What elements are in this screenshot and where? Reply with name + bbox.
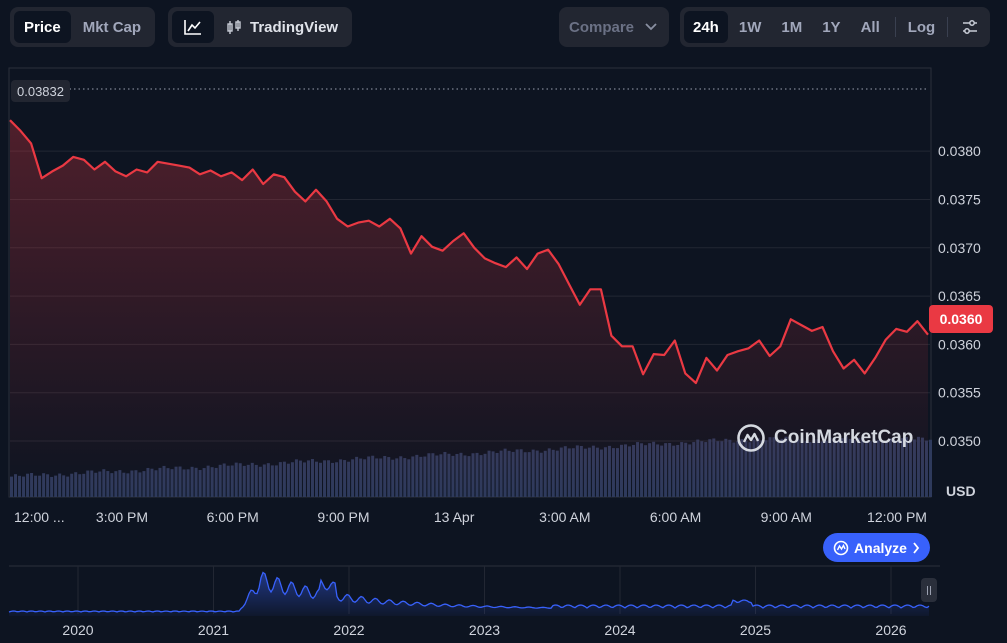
analyze-label: Analyze	[854, 539, 907, 556]
coinmarketcap-logo-icon	[737, 424, 765, 452]
y-tick-label: 0.0355	[938, 385, 981, 401]
range-1m[interactable]: 1M	[781, 18, 803, 36]
range-1w[interactable]: 1W	[738, 18, 762, 36]
settings-button[interactable]	[954, 11, 986, 43]
overview-x-axis: 2020 2021 2022 2023 2024 2025 2026	[62, 622, 906, 638]
overview-tick-label: 2022	[333, 622, 364, 638]
y-tick-label: 0.0370	[938, 240, 981, 256]
x-tick-label: 12:00 ...	[14, 509, 65, 525]
y-tick-label: 0.0360	[938, 336, 981, 352]
volume-bar	[929, 439, 932, 497]
overview-line	[8, 571, 930, 613]
x-tick-label: 6:00 AM	[650, 509, 701, 525]
line-chart-icon	[184, 20, 201, 35]
x-tick-label: 13 Apr	[434, 509, 475, 525]
overview-tick-label: 2020	[62, 622, 93, 638]
overview-tick-label: 2026	[875, 622, 906, 638]
start-price-tag: 0.03832	[11, 80, 70, 102]
chevron-down-icon	[645, 23, 657, 31]
overview-tick-label: 2023	[469, 622, 500, 638]
price-line	[9, 119, 929, 385]
overview-tick-label: 2024	[604, 622, 635, 638]
x-tick-label: 3:00 PM	[96, 509, 148, 525]
range-toggle: 24h 1W 1M 1Y All Log	[680, 7, 991, 47]
divider	[947, 17, 949, 37]
x-tick-label: 9:00 PM	[317, 509, 369, 525]
x-tick-label: 3:00 AM	[539, 509, 590, 525]
compare-dropdown[interactable]: Compare	[559, 7, 669, 47]
tab-price[interactable]: Price	[14, 11, 71, 43]
price-area	[10, 120, 928, 497]
y-tick-label: 0.0350	[938, 433, 981, 449]
y-tick-label: 0.0375	[938, 191, 981, 207]
currency-label: USD	[946, 483, 976, 499]
overview-area	[9, 572, 929, 616]
range-all[interactable]: All	[860, 18, 880, 36]
log-toggle[interactable]: Log	[907, 18, 936, 36]
y-axis: 0.0350 0.0355 0.0360 0.0365 0.0370 0.0375 0.03…	[938, 143, 981, 449]
divider	[894, 17, 896, 37]
x-axis: 12:00 ... 3:00 PM 6:00 PM 9:00 PM 13 Apr 3:00…	[14, 509, 927, 525]
current-price-tag: 0.0360	[929, 305, 993, 333]
tradingview-button[interactable]: TradingView	[216, 11, 348, 43]
candlestick-icon	[227, 20, 241, 34]
coinmarketcap-icon	[833, 540, 849, 555]
analyze-button[interactable]: Analyze	[823, 533, 930, 562]
range-1y[interactable]: 1Y	[822, 18, 841, 36]
overview-drag-handle[interactable]	[921, 578, 937, 602]
y-tick-label: 0.0380	[938, 143, 981, 159]
chart-type-toggle: TradingView	[168, 7, 353, 47]
x-tick-label: 6:00 PM	[207, 509, 259, 525]
overview-tick-label: 2025	[740, 622, 771, 638]
tradingview-label: TradingView	[250, 18, 339, 36]
compare-label: Compare	[569, 18, 635, 36]
range-24h[interactable]: 24h	[684, 11, 728, 43]
view-toggle: Price Mkt Cap	[10, 7, 156, 47]
y-tick-label: 0.0365	[938, 288, 981, 304]
x-tick-label: 9:00 AM	[761, 509, 812, 525]
watermark: CoinMarketCap	[736, 423, 913, 453]
tab-mkt-cap[interactable]: Mkt Cap	[82, 18, 142, 36]
sliders-icon	[963, 20, 978, 34]
line-chart-button[interactable]	[172, 11, 214, 43]
chevron-right-icon	[913, 541, 920, 554]
watermark-text: CoinMarketCap	[774, 427, 914, 448]
x-tick-label: 12:00 PM	[867, 509, 927, 525]
overview-tick-label: 2021	[198, 622, 229, 638]
